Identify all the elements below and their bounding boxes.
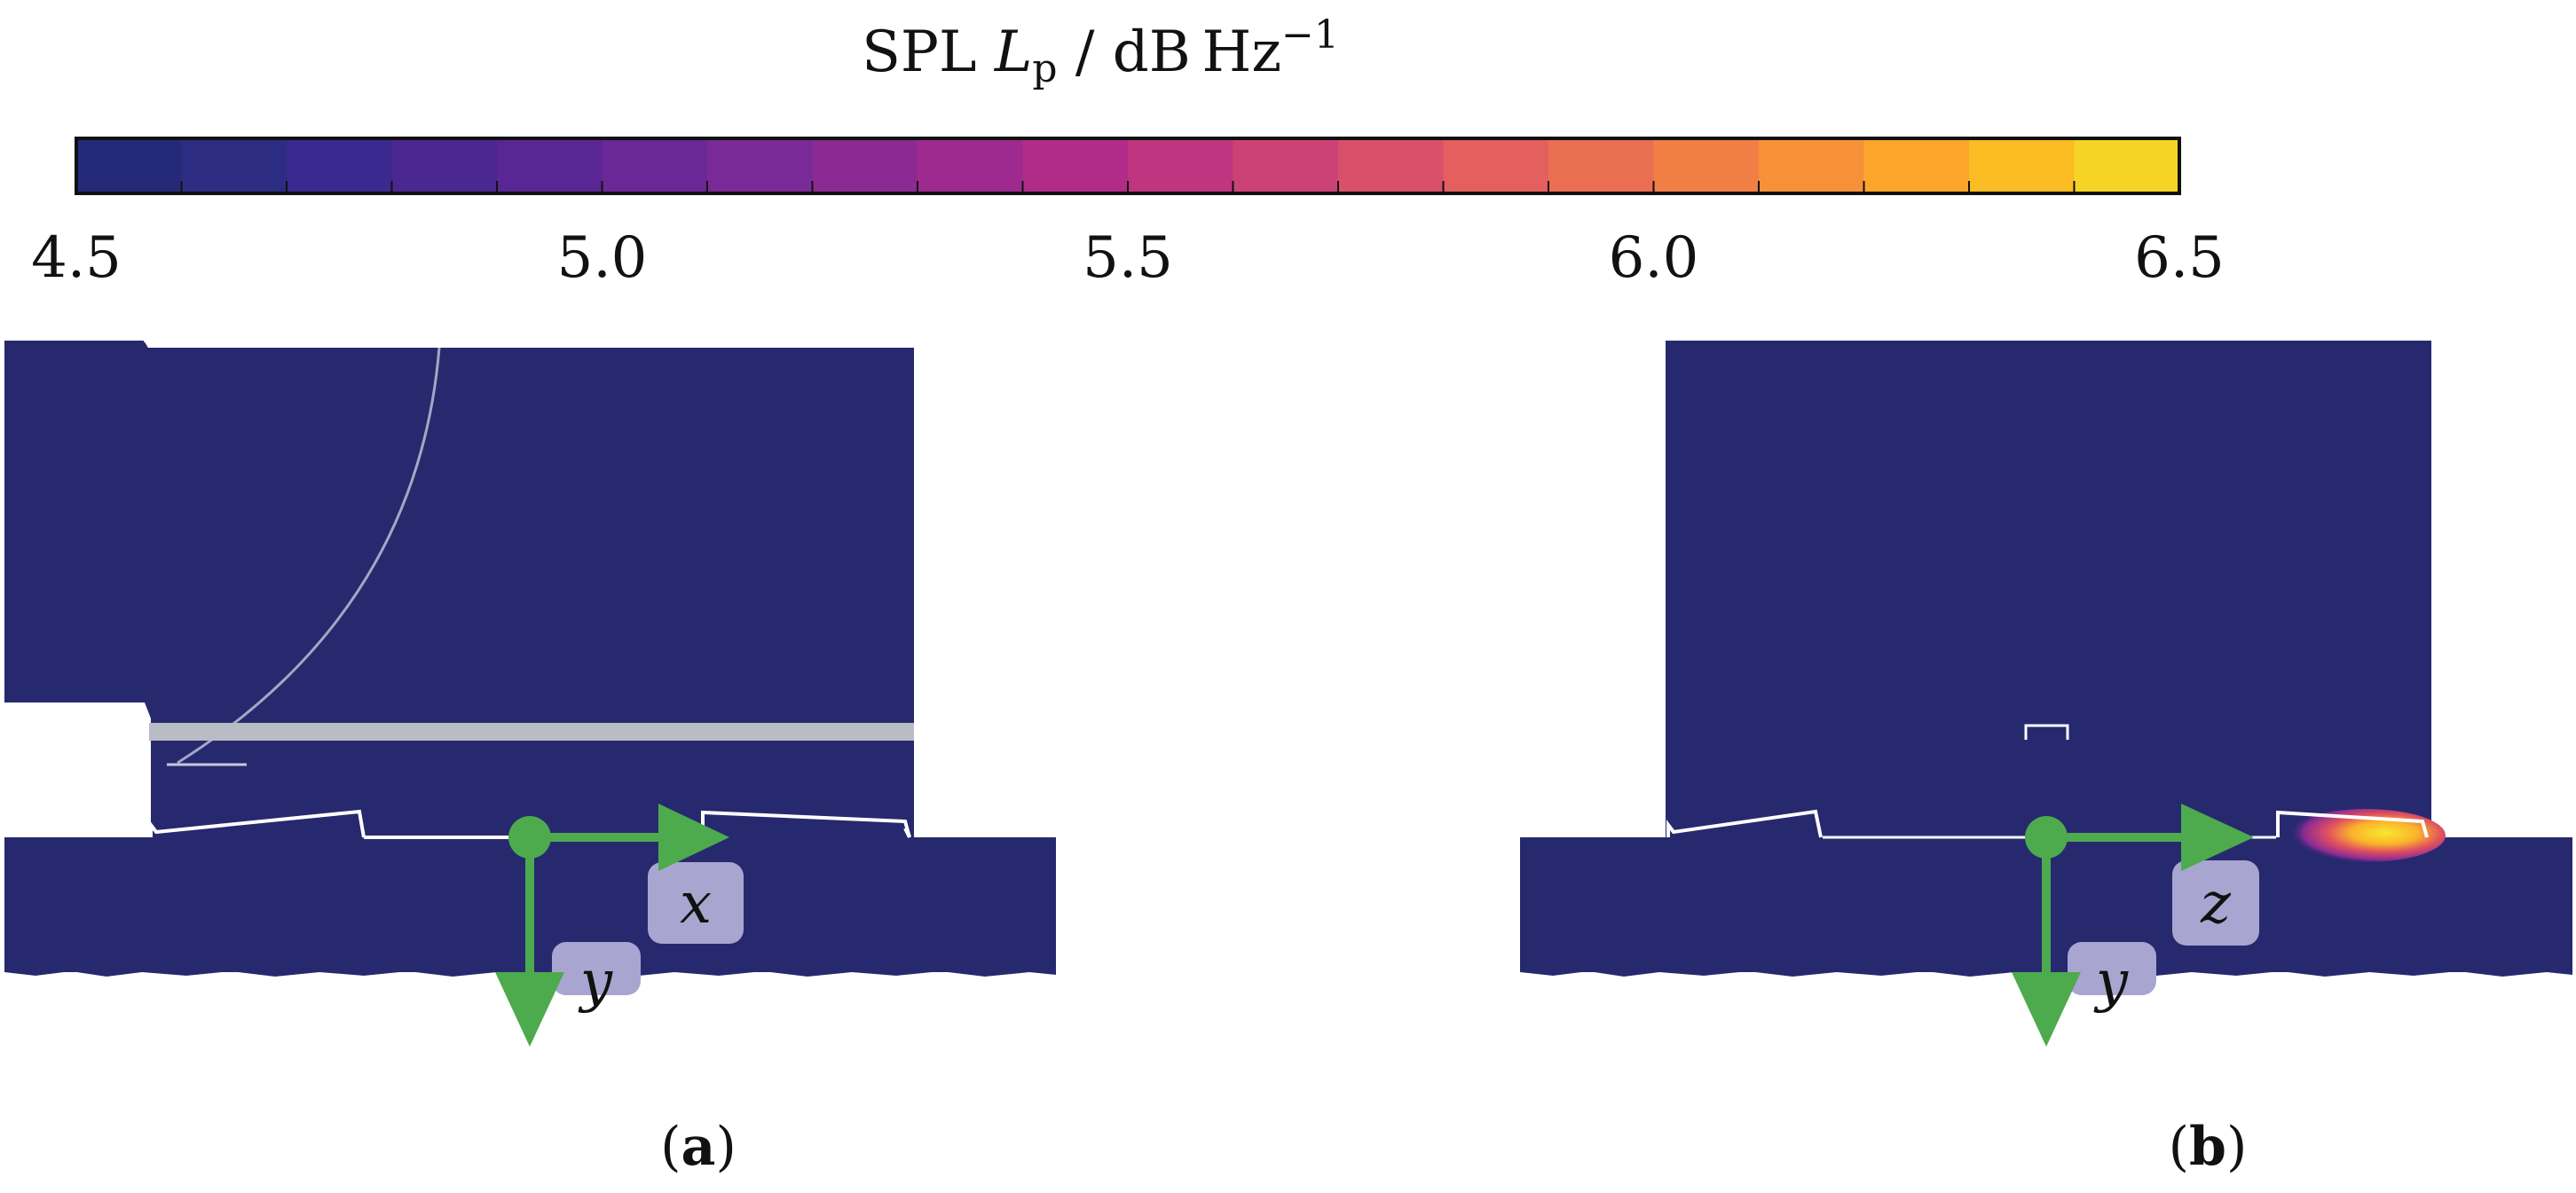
colorbar-title-symbol: L bbox=[994, 20, 1033, 85]
colorbar-tick-label: 5.5 bbox=[1083, 225, 1173, 291]
panel-b-z-label-box bbox=[2172, 860, 2259, 946]
colorbar-band bbox=[497, 138, 603, 193]
colorbar-band bbox=[602, 138, 708, 193]
panel-a-h-arrowhead bbox=[658, 804, 729, 871]
colorbar-ticks bbox=[180, 181, 2076, 193]
panel-a-y-label-box bbox=[552, 942, 641, 995]
colorbar-tick-label: 6.5 bbox=[2134, 225, 2225, 291]
colorbar-band bbox=[391, 138, 498, 193]
colorbar-band bbox=[1233, 138, 1339, 193]
colorbar-title: SPL Lp / dB Hz−1 bbox=[862, 12, 1339, 91]
panel-a-x-label: x bbox=[680, 871, 712, 937]
colorbar-band bbox=[181, 138, 288, 193]
panel-a-arc bbox=[177, 347, 441, 765]
colorbar-band bbox=[1653, 138, 1760, 193]
colorbar-band bbox=[1759, 138, 1865, 193]
colorbar-band bbox=[1443, 138, 1549, 193]
colorbar-band bbox=[76, 138, 183, 193]
colorbar-band bbox=[1548, 138, 1655, 193]
panel-b-z-label: z bbox=[2200, 871, 2232, 937]
panel-b-upper-field bbox=[1666, 341, 2431, 837]
panel-a-origin bbox=[508, 816, 551, 859]
colorbar-tick-labels: 4.5 5.0 5.5 6.0 6.5 bbox=[31, 225, 2225, 291]
panel-a-y-label: y bbox=[578, 949, 613, 1015]
panel-b-hotspot bbox=[2286, 809, 2446, 862]
colorbar-band bbox=[812, 138, 918, 193]
panel-b: z y (b) bbox=[1520, 341, 2572, 1178]
panel-a-v-arrowhead bbox=[495, 972, 564, 1047]
colorbar-tick-label: 6.0 bbox=[1609, 225, 1699, 291]
colorbar-title-prefix: SPL bbox=[862, 20, 995, 85]
panel-b-h-arrowhead bbox=[2181, 804, 2254, 871]
colorbar-bands bbox=[76, 138, 2180, 193]
panel-a-x-label-box bbox=[648, 862, 744, 944]
colorbar-band bbox=[707, 138, 814, 193]
panel-a-upper-field bbox=[4, 341, 914, 837]
colorbar-band bbox=[1969, 138, 2076, 193]
colorbar-band bbox=[1128, 138, 1234, 193]
panel-a-label: (a) bbox=[660, 1116, 737, 1178]
panel-b-label: (b) bbox=[2169, 1116, 2248, 1178]
panel-b-axes: z y bbox=[2012, 804, 2259, 1047]
colorbar-title-superscript: −1 bbox=[1281, 12, 1339, 58]
colorbar-band bbox=[1338, 138, 1445, 193]
colorbar: SPL Lp / dB Hz−1 4.5 5.0 5.5 6.0 6.5 bbox=[31, 12, 2225, 291]
colorbar-band bbox=[918, 138, 1024, 193]
colorbar-tick-label: 5.0 bbox=[557, 225, 648, 291]
panel-a-gray-bar bbox=[149, 723, 914, 741]
panel-b-bracket bbox=[2024, 724, 2069, 740]
panel-a-axes: x y bbox=[495, 804, 744, 1047]
colorbar-title-subscript: p bbox=[1032, 46, 1057, 91]
panel-b-v-arrowhead bbox=[2012, 972, 2081, 1047]
colorbar-tick-label: 4.5 bbox=[31, 225, 122, 291]
panel-a-notch bbox=[143, 339, 151, 349]
panel-b-y-label-box bbox=[2068, 942, 2156, 995]
panel-a: x y (a) bbox=[4, 339, 1056, 1178]
colorbar-band bbox=[1863, 138, 1970, 193]
colorbar-band bbox=[287, 138, 393, 193]
colorbar-band bbox=[2074, 138, 2180, 193]
panel-b-origin bbox=[2025, 816, 2068, 859]
panel-b-structure bbox=[1666, 809, 2429, 838]
panel-b-y-label: y bbox=[2093, 949, 2129, 1015]
colorbar-title-unit: / dB Hz bbox=[1057, 20, 1281, 85]
colorbar-band bbox=[1022, 138, 1129, 193]
